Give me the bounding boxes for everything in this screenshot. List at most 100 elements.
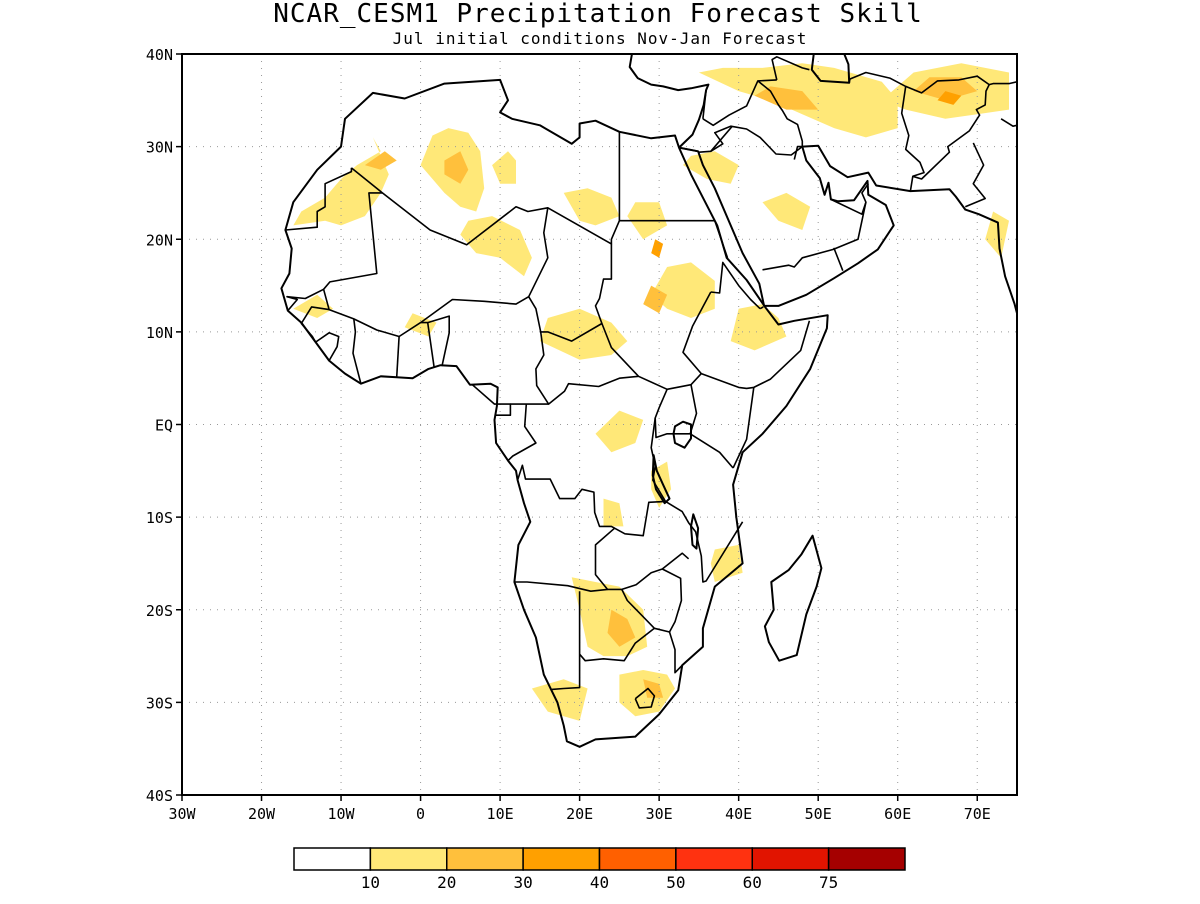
- country-border: [732, 387, 755, 469]
- colorbar-label: 20: [437, 873, 456, 892]
- country-border: [757, 80, 804, 147]
- colorbar-swatch: [369, 847, 448, 871]
- lat-tick-label: 40S: [146, 787, 173, 805]
- gridlines: [182, 54, 1017, 795]
- skill-region-level-20-30: [607, 609, 636, 647]
- country-border: [578, 627, 655, 662]
- country-border: [634, 687, 656, 709]
- country-border: [668, 631, 683, 674]
- lat-tick-label: 10S: [146, 509, 173, 527]
- skill-region-level-10-20: [293, 137, 389, 226]
- madagascar-coastline: [763, 534, 823, 662]
- lon-tick-label: 0: [416, 805, 425, 823]
- lat-tick-label: EQ: [155, 417, 173, 435]
- country-border: [654, 384, 698, 439]
- country-border: [650, 417, 744, 583]
- country-border: [830, 198, 867, 215]
- lon-tick-label: 50E: [805, 805, 832, 823]
- country-border: [689, 433, 734, 469]
- skill-shading-layer: [293, 63, 1009, 721]
- country-border: [702, 90, 707, 119]
- country-border: [710, 125, 733, 152]
- lat-tick-label: 30N: [146, 139, 173, 157]
- country-border: [762, 247, 844, 271]
- map-subtitle: Jul initial conditions Nov-Jan Forecast: [393, 29, 808, 48]
- skill-region-level-10-20: [985, 211, 1009, 258]
- country-border: [471, 384, 512, 416]
- colorbar-swatch: [293, 847, 372, 871]
- skill-region-level-10-20: [651, 461, 672, 508]
- country-border: [507, 404, 537, 462]
- country-border: [286, 288, 324, 312]
- lon-tick-label: 20W: [248, 805, 276, 823]
- skill-region-level-20-30: [643, 285, 668, 314]
- colorbar: 10 20 30 40 50 60 75: [293, 847, 906, 892]
- skill-region-level-10-20: [603, 498, 624, 527]
- colorbar-swatch: [598, 847, 677, 871]
- country-border: [352, 318, 362, 384]
- country-border: [594, 500, 690, 591]
- lat-tick-label: 30S: [146, 694, 173, 712]
- colorbar-label: 30: [513, 873, 532, 892]
- country-border: [594, 243, 613, 324]
- country-border: [535, 331, 639, 405]
- country-border: [759, 306, 764, 310]
- axis-ticks: 30W 20W 10W 0 10E 20E 30E 40E 50E 60E 70E 40N 30N 20N…: [146, 46, 991, 823]
- colorbar-swatch: [675, 847, 753, 871]
- skill-region-level-20-30: [444, 151, 469, 184]
- skill-region-level-10-20: [762, 192, 811, 230]
- lat-tick-label: 20N: [146, 231, 173, 249]
- lake-outline: [672, 420, 692, 449]
- skill-region-level-30-40: [651, 239, 664, 258]
- skill-region-level-10-20: [531, 679, 588, 721]
- skill-region-level-20-30: [913, 77, 978, 101]
- lon-tick-label: 10E: [487, 805, 514, 823]
- country-border: [350, 131, 621, 246]
- skill-region-level-20-30: [643, 679, 664, 698]
- skill-region-level-10-20: [595, 410, 644, 453]
- skill-region-level-10-20: [683, 151, 739, 184]
- country-border: [905, 75, 1017, 94]
- levant-coastline: [628, 54, 710, 149]
- country-border: [619, 219, 729, 259]
- country-border: [315, 332, 340, 361]
- country-border: [678, 146, 699, 153]
- country-border: [527, 207, 549, 298]
- country-border: [516, 464, 615, 529]
- lon-tick-label: 20E: [566, 805, 593, 823]
- plot-frame: [181, 53, 1018, 796]
- country-border: [322, 192, 811, 391]
- country-border: [621, 568, 683, 633]
- map-title: NCAR_CESM1 Precipitation Forecast Skill: [273, 0, 922, 29]
- skill-region-level-10-20: [710, 544, 743, 582]
- lat-tick-label: 40N: [146, 46, 173, 64]
- country-border: [912, 84, 990, 180]
- colorbar-label: 40: [590, 873, 609, 892]
- skill-region-level-20-30: [364, 151, 397, 170]
- skill-region-level-10-20: [563, 188, 620, 226]
- country-border: [551, 591, 581, 691]
- lon-tick-label: 60E: [884, 805, 911, 823]
- lon-tick-label: 30E: [646, 805, 673, 823]
- colorbar-label: 75: [819, 873, 838, 892]
- country-border: [300, 306, 330, 343]
- lon-tick-label: 70E: [964, 805, 991, 823]
- colorbar-swatch: [827, 847, 906, 871]
- coastline-border-layer: [280, 54, 1017, 748]
- country-border: [426, 322, 435, 368]
- skill-region-level-30-40: [937, 91, 962, 105]
- country-border: [514, 581, 608, 592]
- country-border: [285, 167, 353, 231]
- country-border: [832, 183, 869, 251]
- country-border: [682, 291, 712, 375]
- country-border: [964, 142, 986, 208]
- skill-region-level-10-20: [404, 313, 437, 337]
- colorbar-label: 60: [743, 873, 762, 892]
- country-border: [702, 79, 777, 127]
- colorbar-swatch: [751, 847, 830, 871]
- lake-outline: [690, 513, 700, 550]
- colorbar-label: 10: [361, 873, 380, 892]
- colorbar-swatch: [522, 847, 601, 871]
- lat-tick-label: 20S: [146, 602, 173, 620]
